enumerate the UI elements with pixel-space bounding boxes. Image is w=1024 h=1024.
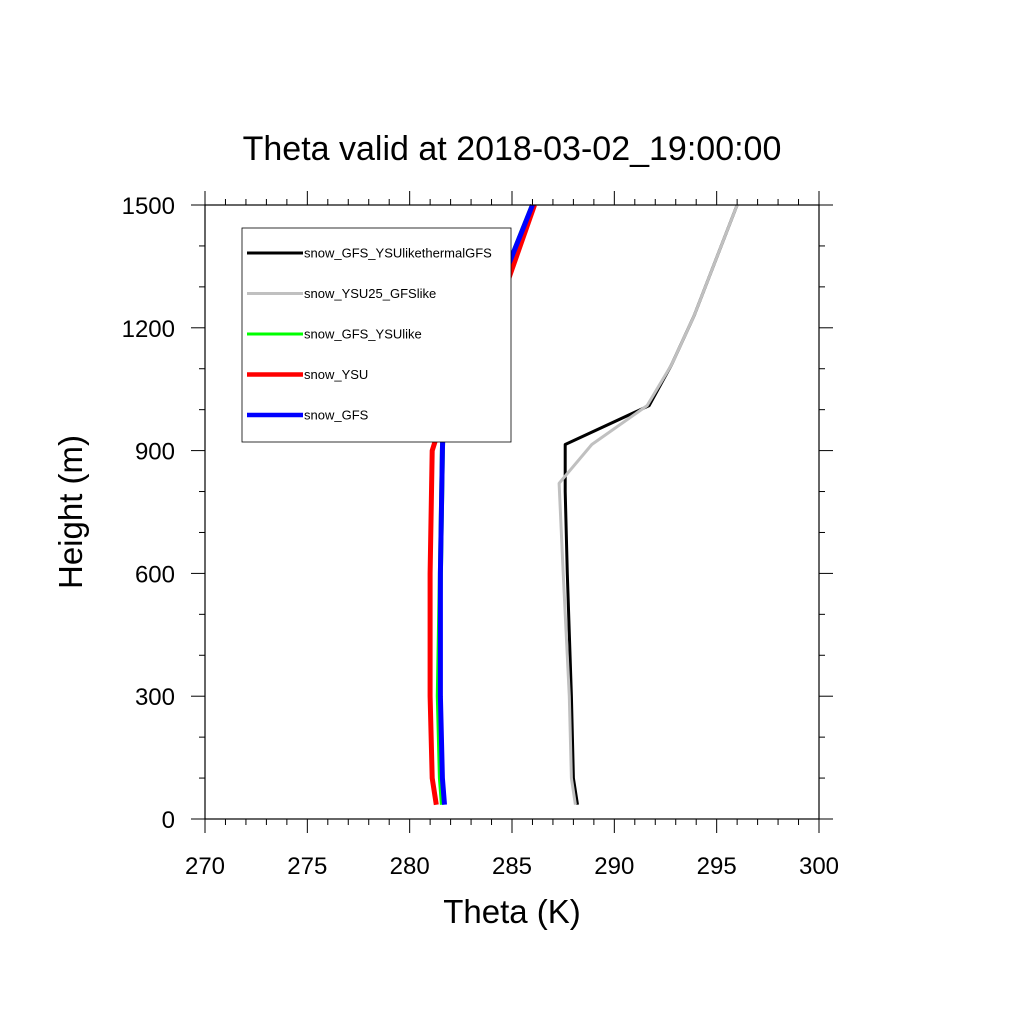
y-tick-label: 300	[135, 684, 175, 711]
series-line-snow_GFS_YSUlikethermalGFS	[563, 204, 739, 805]
legend-label: snow_GFS_YSUlikethermalGFS	[304, 246, 492, 261]
x-tick-label: 275	[287, 853, 327, 880]
chart-title: Theta valid at 2018-03-02_19:00:00	[243, 130, 782, 168]
y-axis-label: Height (m)	[52, 435, 89, 589]
y-tick-label: 900	[135, 439, 175, 466]
x-tick-label: 280	[390, 853, 430, 880]
y-tick-label: 1500	[122, 193, 175, 220]
x-tick-label: 300	[799, 853, 839, 880]
x-tick-label: 270	[185, 853, 225, 880]
legend-label: snow_YSU25_GFSlike	[304, 286, 436, 301]
x-tick-label: 295	[697, 853, 737, 880]
tick-labels: 270 275 280 285 290 295 300 0 300 600 900 1200 1500	[122, 193, 839, 880]
legend: snow_GFS_YSUlikethermalGFS snow_YSU25_GFS…	[241, 227, 512, 443]
y-tick-label: 0	[162, 807, 175, 834]
legend-label: snow_GFS_YSUlike	[304, 327, 422, 342]
x-tick-label: 290	[594, 853, 634, 880]
axis-ticks	[191, 191, 833, 833]
y-tick-label: 600	[135, 561, 175, 588]
y-tick-label: 1200	[122, 316, 175, 343]
legend-label: snow_YSU	[304, 367, 368, 382]
plot-frame	[204, 204, 820, 820]
series-line-snow_YSU25_GFSlike	[557, 204, 739, 805]
x-tick-label: 285	[492, 853, 532, 880]
legend-label: snow_GFS	[304, 408, 369, 423]
x-axis-label: Theta (K)	[443, 893, 581, 930]
